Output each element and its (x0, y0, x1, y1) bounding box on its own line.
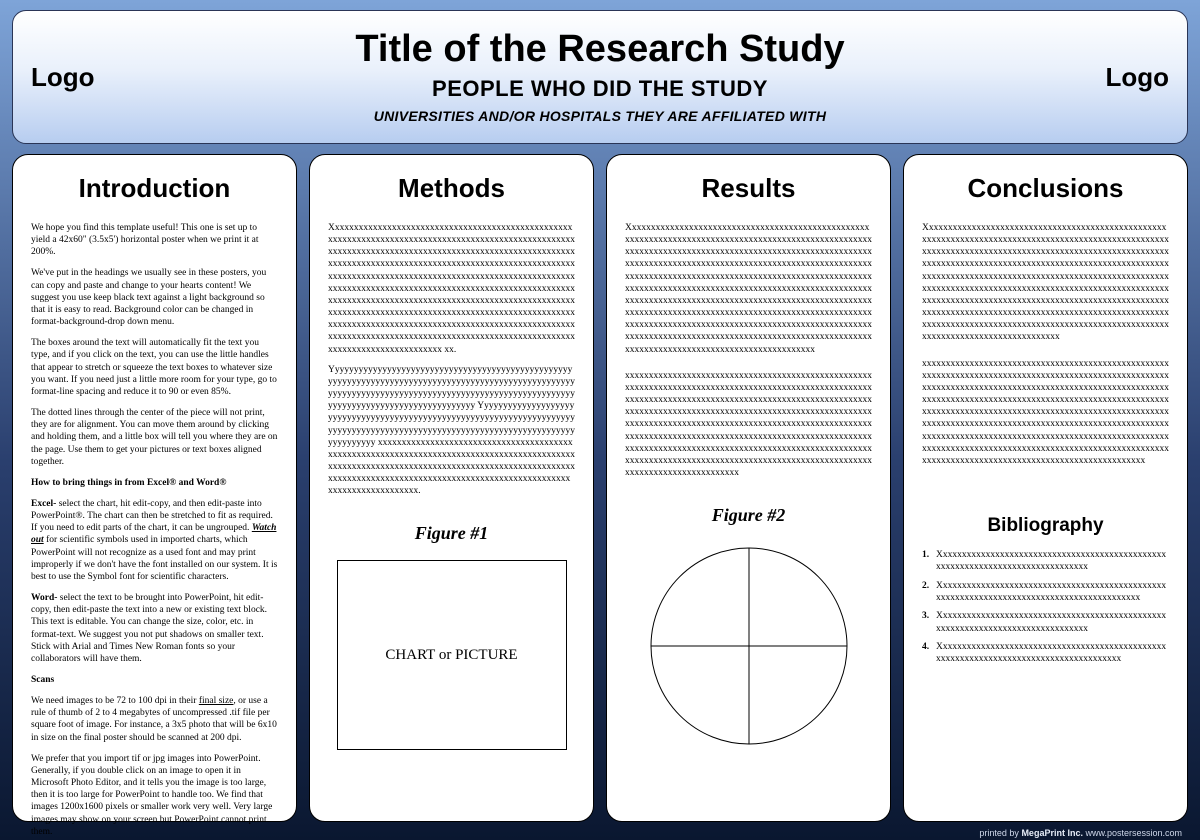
figure1-chart-box: CHART or PICTURE (337, 560, 567, 750)
results-block2: xxxxxxxxxxxxxxxxxxxxxxxxxxxxxxxxxxxxxxxx… (625, 370, 872, 479)
bibliography-heading: Bibliography (922, 515, 1169, 537)
figure2-label: Figure #2 (625, 505, 872, 526)
intro-p2: We've put in the headings we usually see… (31, 267, 278, 328)
figure2-pie-chart (649, 546, 849, 746)
column-conclusions: Conclusions Xxxxxxxxxxxxxxxxxxxxxxxxxxxx… (903, 154, 1188, 822)
header-panel: Logo Title of the Research Study PEOPLE … (12, 10, 1188, 144)
intro-heading: Introduction (31, 173, 278, 204)
methods-block1: Xxxxxxxxxxxxxxxxxxxxxxxxxxxxxxxxxxxxxxxx… (328, 222, 575, 356)
intro-p1: We hope you find this template useful! T… (31, 222, 278, 258)
column-introduction: Introduction We hope you find this templ… (12, 154, 297, 822)
intro-p8: We prefer that you import tif or jpg ima… (31, 753, 278, 838)
figure1-label: Figure #1 (328, 523, 575, 544)
results-heading: Results (625, 173, 872, 204)
results-block1: Xxxxxxxxxxxxxxxxxxxxxxxxxxxxxxxxxxxxxxxx… (625, 222, 872, 356)
column-methods: Methods Xxxxxxxxxxxxxxxxxxxxxxxxxxxxxxxx… (309, 154, 594, 822)
intro-p6: Word- select the text to be brought into… (31, 592, 278, 665)
poster-authors: PEOPLE WHO DID THE STUDY (171, 76, 1029, 102)
intro-p7: We need images to be 72 to 100 dpi in th… (31, 695, 278, 744)
intro-p5: Excel- select the chart, hit edit-copy, … (31, 498, 278, 583)
header-center: Title of the Research Study PEOPLE WHO D… (171, 30, 1029, 124)
poster-affiliation: UNIVERSITIES AND/OR HOSPITALS THEY ARE A… (171, 108, 1029, 124)
bibliography-list: 1.Xxxxxxxxxxxxxxxxxxxxxxxxxxxxxxxxxxxxxx… (922, 549, 1169, 672)
intro-p4: The dotted lines through the center of t… (31, 407, 278, 468)
poster-title: Title of the Research Study (171, 30, 1029, 70)
conclusions-block1: Xxxxxxxxxxxxxxxxxxxxxxxxxxxxxxxxxxxxxxxx… (922, 222, 1169, 344)
intro-h1: How to bring things in from Excel® and W… (31, 477, 278, 489)
column-results: Results Xxxxxxxxxxxxxxxxxxxxxxxxxxxxxxxx… (606, 154, 891, 822)
intro-h2: Scans (31, 674, 278, 686)
figure1-placeholder-text: CHART or PICTURE (385, 647, 517, 664)
intro-body: We hope you find this template useful! T… (31, 222, 278, 840)
poster-frame: Logo Title of the Research Study PEOPLE … (0, 0, 1200, 840)
footer-credit: printed by MegaPrint Inc. www.postersess… (979, 828, 1182, 838)
columns-row: Introduction We hope you find this templ… (12, 154, 1188, 822)
biblio-item: 2.Xxxxxxxxxxxxxxxxxxxxxxxxxxxxxxxxxxxxxx… (922, 580, 1169, 605)
biblio-item: 1.Xxxxxxxxxxxxxxxxxxxxxxxxxxxxxxxxxxxxxx… (922, 549, 1169, 574)
methods-heading: Methods (328, 173, 575, 204)
figure2-pie-wrap (625, 546, 872, 746)
intro-p3: The boxes around the text will automatic… (31, 337, 278, 398)
logo-right: Logo (1029, 62, 1169, 93)
methods-block2: Yyyyyyyyyyyyyyyyyyyyyyyyyyyyyyyyyyyyyyyy… (328, 364, 575, 498)
conclusions-block2: xxxxxxxxxxxxxxxxxxxxxxxxxxxxxxxxxxxxxxxx… (922, 358, 1169, 467)
biblio-item: 3.Xxxxxxxxxxxxxxxxxxxxxxxxxxxxxxxxxxxxxx… (922, 610, 1169, 635)
biblio-item: 4.Xxxxxxxxxxxxxxxxxxxxxxxxxxxxxxxxxxxxxx… (922, 641, 1169, 666)
logo-left: Logo (31, 62, 171, 93)
conclusions-heading: Conclusions (922, 173, 1169, 204)
